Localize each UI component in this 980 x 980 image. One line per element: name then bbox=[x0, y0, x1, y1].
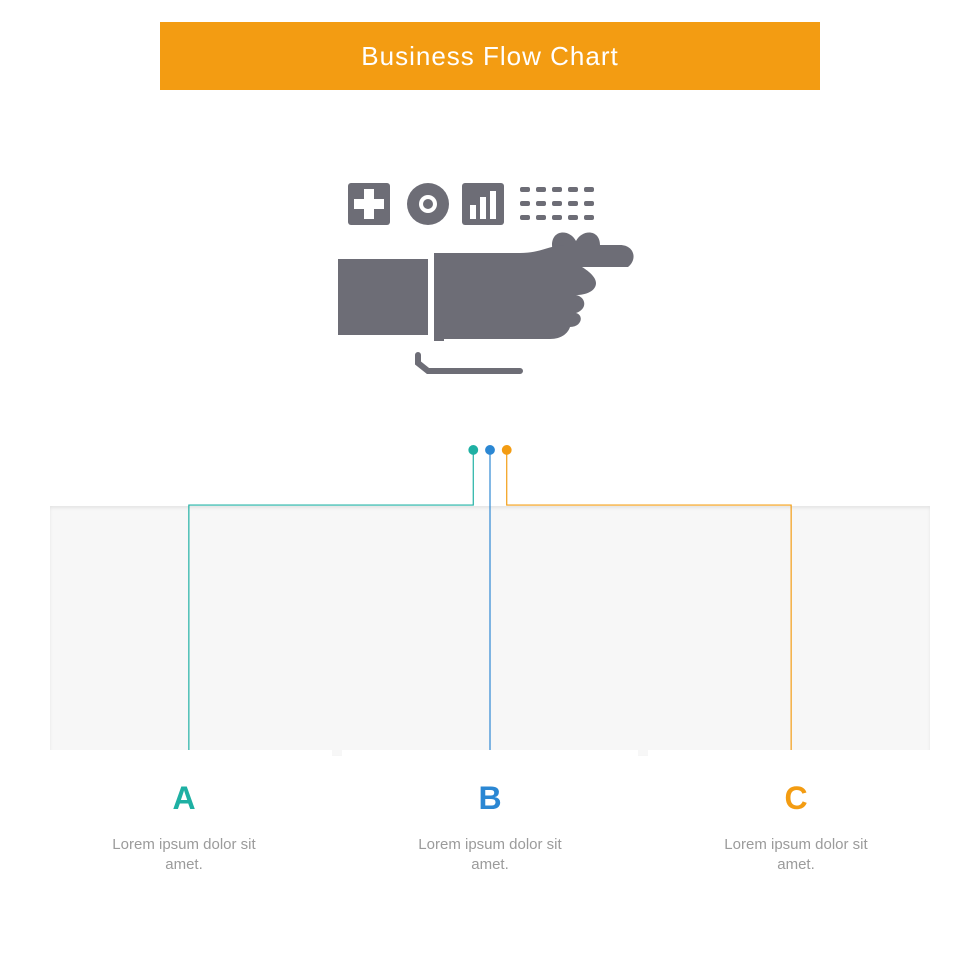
header-banner: Business Flow Chart bbox=[160, 22, 820, 90]
card-c-text: Lorem ipsum dolor sit amet. bbox=[706, 835, 886, 876]
card-c: C Lorem ipsum dolor sit amet. bbox=[648, 750, 944, 960]
central-icon bbox=[320, 175, 660, 395]
card-a: A Lorem ipsum dolor sit amet. bbox=[36, 750, 332, 960]
flow-connectors bbox=[0, 445, 980, 755]
card-a-text: Lorem ipsum dolor sit amet. bbox=[94, 835, 274, 876]
card-b: B Lorem ipsum dolor sit amet. bbox=[342, 750, 638, 960]
card-a-letter: A bbox=[172, 780, 195, 817]
card-c-letter: C bbox=[784, 780, 807, 817]
header-title: Business Flow Chart bbox=[361, 41, 618, 72]
hand-media-icon bbox=[320, 175, 660, 395]
card-b-letter: B bbox=[478, 780, 501, 817]
card-b-text: Lorem ipsum dolor sit amet. bbox=[400, 835, 580, 876]
card-row: A Lorem ipsum dolor sit amet. B Lorem ip… bbox=[36, 750, 944, 960]
